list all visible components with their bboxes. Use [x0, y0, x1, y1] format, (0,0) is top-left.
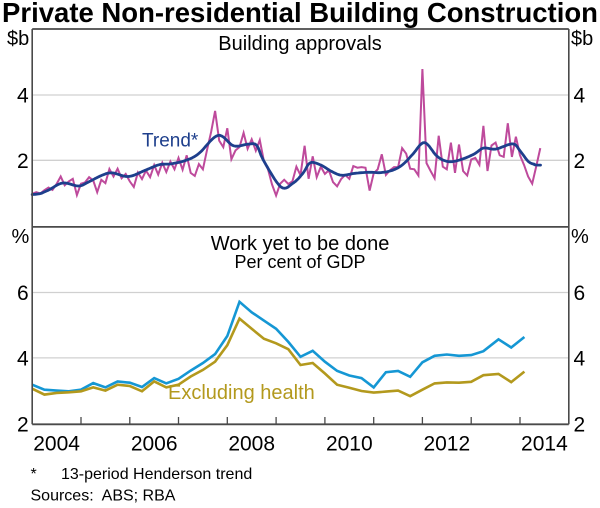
svg-text:$b: $b — [7, 28, 29, 50]
svg-text:2: 2 — [17, 150, 29, 173]
svg-text:2006: 2006 — [131, 433, 178, 456]
svg-text:Work yet to be done: Work yet to be done — [211, 233, 390, 255]
svg-text:2014: 2014 — [521, 433, 568, 456]
svg-text:2: 2 — [574, 414, 586, 437]
svg-text:2: 2 — [574, 150, 586, 173]
svg-text:%: % — [12, 226, 30, 248]
svg-text:Sources: ABS; RBA: Sources: ABS; RBA — [31, 488, 176, 505]
svg-text:2: 2 — [17, 414, 29, 437]
svg-text:Excluding health: Excluding health — [168, 382, 315, 404]
svg-text:2008: 2008 — [228, 433, 275, 456]
svg-text:Per cent of GDP: Per cent of GDP — [234, 252, 365, 272]
svg-text:Building approvals: Building approvals — [218, 33, 381, 55]
svg-text:4: 4 — [17, 85, 29, 108]
svg-text:6: 6 — [17, 282, 29, 305]
svg-text:6: 6 — [574, 282, 586, 305]
svg-text:4: 4 — [17, 348, 29, 371]
svg-text:*: * — [31, 466, 37, 483]
svg-text:2004: 2004 — [33, 433, 80, 456]
svg-text:2010: 2010 — [326, 433, 373, 456]
svg-text:4: 4 — [574, 85, 586, 108]
svg-text:4: 4 — [574, 348, 586, 371]
svg-text:$b: $b — [571, 28, 593, 50]
svg-text:Trend*: Trend* — [142, 131, 199, 152]
svg-text:%: % — [571, 226, 589, 248]
svg-text:13-period Henderson trend: 13-period Henderson trend — [61, 466, 252, 483]
svg-text:2012: 2012 — [423, 433, 470, 456]
svg-text:Private Non-residential Buildi: Private Non-residential Building Constru… — [2, 0, 598, 28]
